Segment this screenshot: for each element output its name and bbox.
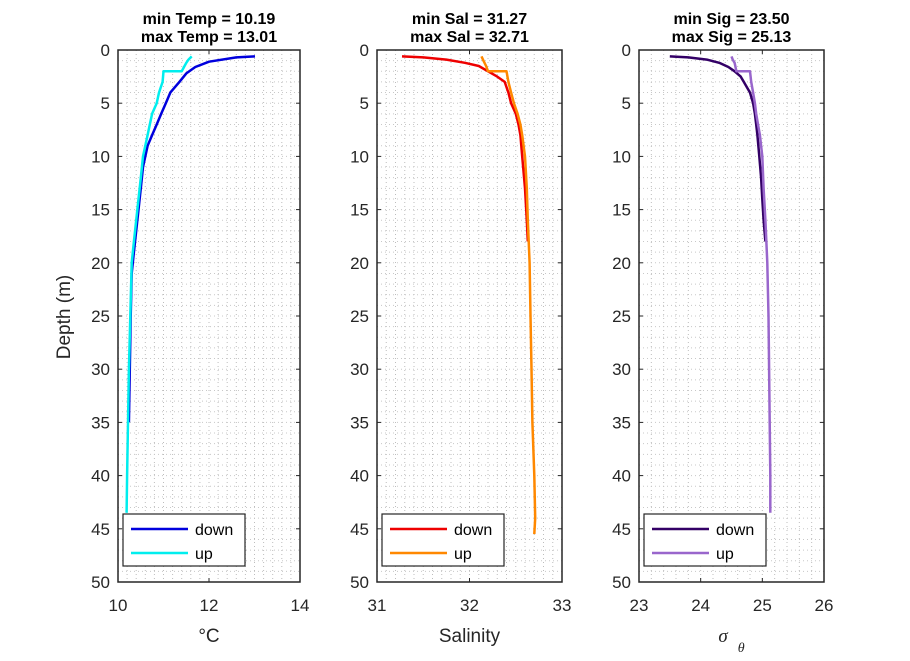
y-axis-label: Depth (m) (54, 275, 75, 359)
y-tick-label: 10 (91, 147, 110, 166)
y-tick-label: 20 (91, 254, 110, 273)
y-tick-label: 35 (91, 413, 110, 432)
legend-label-up: up (195, 546, 213, 563)
y-tick-label: 25 (91, 307, 110, 326)
panel-title-line: max Temp = 13.01 (141, 29, 277, 46)
x-tick-label: 32 (460, 596, 479, 615)
y-tick-label: 30 (612, 360, 631, 379)
x-axis-label: °C (198, 626, 219, 647)
y-tick-label: 5 (101, 94, 110, 113)
y-tick-label: 45 (350, 520, 369, 539)
y-tick-label: 45 (612, 520, 631, 539)
y-tick-label: 0 (622, 41, 631, 60)
series-line-up (730, 55, 772, 513)
y-tick-label: 45 (91, 520, 110, 539)
y-tick-label: 40 (91, 467, 110, 486)
legend-label-down: down (454, 522, 492, 539)
x-tick-label: 25 (753, 596, 772, 615)
legend-box (122, 513, 246, 567)
panel-2: 0 5 10 15 20 25 30 35 40 45 50 31 32 33 min Sal = 31.2… (350, 11, 571, 647)
legend-label-up: up (716, 546, 734, 563)
panel-title-line: min Sig = 23.50 (673, 11, 789, 28)
y-tick-label: 0 (360, 41, 369, 60)
series-line-down (127, 55, 256, 423)
panel-3: 0 5 10 15 20 25 30 35 40 45 50 23 24 25 26 min Sig = 23… (612, 11, 833, 656)
y-tick-label: 25 (350, 307, 369, 326)
x-tick-label: 26 (815, 596, 834, 615)
x-axis-label: σθ (718, 626, 744, 656)
panel-title-line: min Temp = 10.19 (143, 11, 276, 28)
y-tick-label: 15 (91, 201, 110, 220)
series-line-up (480, 55, 537, 535)
y-tick-label: 10 (612, 147, 631, 166)
panel-1: 0 5 10 15 20 25 30 35 40 45 50 10 12 14 min Temp = 10.… (91, 11, 309, 647)
y-tick-label: 0 (101, 41, 110, 60)
y-tick-label: 35 (612, 413, 631, 432)
y-tick-label: 20 (350, 254, 369, 273)
y-tick-label: 35 (350, 413, 369, 432)
y-tick-label: 50 (350, 573, 369, 592)
x-tick-label: 14 (291, 596, 310, 615)
legend-label-down: down (195, 522, 233, 539)
x-tick-label: 33 (553, 596, 572, 615)
series-line-up (125, 55, 193, 513)
panel-title-line: max Sal = 32.71 (410, 29, 529, 46)
y-tick-label: 25 (612, 307, 631, 326)
y-tick-label: 15 (612, 201, 631, 220)
x-tick-label: 23 (630, 596, 649, 615)
y-tick-label: 5 (360, 94, 369, 113)
y-tick-label: 40 (612, 467, 631, 486)
panel-title-line: max Sig = 25.13 (672, 29, 792, 46)
y-tick-label: 5 (622, 94, 631, 113)
panel-title-line: min Sal = 31.27 (412, 11, 527, 28)
x-tick-label: 31 (368, 596, 387, 615)
legend-label-up: up (454, 546, 472, 563)
x-axis-label: Salinity (439, 626, 501, 647)
x-tick-label: 24 (691, 596, 710, 615)
y-tick-label: 10 (350, 147, 369, 166)
series-line-down (669, 55, 767, 242)
y-tick-label: 50 (612, 573, 631, 592)
y-tick-label: 30 (91, 360, 110, 379)
legend-box (643, 513, 767, 567)
y-tick-label: 40 (350, 467, 369, 486)
y-tick-label: 50 (91, 573, 110, 592)
y-tick-label: 15 (350, 201, 369, 220)
legend-label-down: down (716, 522, 754, 539)
legend-box (381, 513, 505, 567)
x-tick-label: 12 (200, 596, 219, 615)
y-tick-label: 20 (612, 254, 631, 273)
y-tick-label: 30 (350, 360, 369, 379)
series-line-down (401, 55, 530, 242)
x-tick-label: 10 (109, 596, 128, 615)
